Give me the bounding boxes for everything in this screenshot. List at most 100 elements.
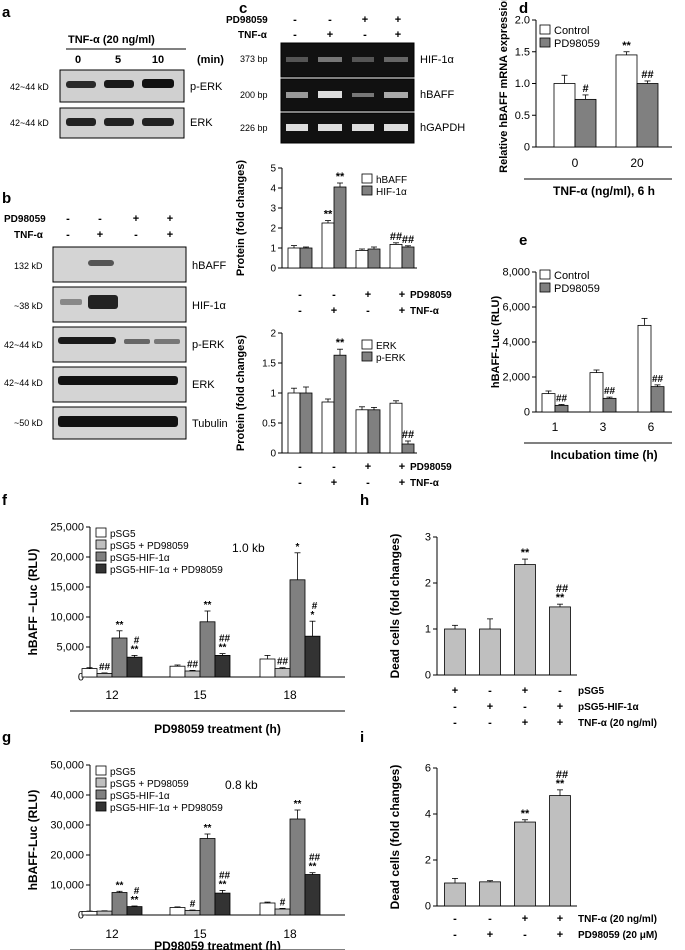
blot-b-mw: 132 kD — [14, 261, 43, 271]
panel-b-sign: + — [133, 213, 139, 225]
x-tick-label: 18 — [283, 927, 297, 941]
y-tick-label: 0 — [78, 910, 84, 922]
condition-sign: - — [366, 305, 370, 317]
blot-a-erk-name: ERK — [190, 117, 213, 129]
chart-c2-conditions: - - + + PD98059 - + - + TNF-α — [298, 461, 452, 489]
bar — [514, 564, 536, 676]
bar — [355, 249, 369, 269]
significance-label: ## — [219, 634, 231, 645]
legend-label: pSG5 — [110, 529, 136, 540]
blot-b-name: ERK — [192, 379, 215, 391]
legend-swatch — [95, 551, 107, 562]
significance-label: * — [296, 542, 300, 553]
y-tick-label: 0 — [425, 670, 431, 682]
significance-label: ** — [336, 171, 345, 183]
bar — [367, 409, 381, 454]
condition-sign: + — [522, 717, 528, 729]
y-axis-label: hBAFF −Luc (RLU) — [26, 549, 40, 656]
condition-sign: + — [399, 289, 405, 301]
significance-label: ## — [402, 234, 414, 246]
bar — [321, 222, 335, 269]
bar — [169, 907, 186, 916]
y-tick-label: 0.5 — [262, 419, 276, 430]
chart-c1-conditions: - - + + PD98059 - + - + TNF-α — [298, 289, 452, 317]
gel-name: hBAFF — [420, 89, 455, 101]
legend-label: hBAFF — [376, 175, 407, 186]
gel-size: 200 bp — [240, 90, 268, 100]
x-axis-label: Incubation time (h) — [550, 448, 657, 462]
panel-c-sign: - — [293, 29, 297, 41]
bar — [287, 247, 301, 269]
significance-label: # — [312, 601, 318, 612]
y-axis-label: hBAFF-Luc (RLU) — [26, 790, 40, 891]
panel-d-letter: d — [519, 0, 528, 17]
significance-label: ** — [622, 40, 631, 52]
y-tick-label: 15,000 — [50, 582, 84, 594]
legend-label: pSG5-HIF-1α + PD98059 — [110, 565, 223, 576]
bar — [589, 372, 604, 413]
condition-sign: - — [523, 701, 527, 713]
x-tick-label: 15 — [193, 688, 207, 702]
x-axis-label: PD98059 treatment (h) — [154, 939, 281, 950]
x-tick-label: 12 — [105, 688, 119, 702]
x-tick-label: 12 — [105, 927, 119, 941]
legend-swatch — [361, 173, 373, 184]
condition-sign: + — [399, 461, 405, 473]
bar — [541, 393, 556, 413]
condition-sign: - — [453, 701, 457, 713]
y-tick-label: 40,000 — [50, 790, 84, 802]
y-tick-label: 3 — [425, 532, 431, 544]
significance-label: # — [134, 886, 140, 897]
bar — [479, 628, 501, 676]
condition-sign: + — [522, 685, 528, 697]
significance-label: ** — [219, 643, 227, 654]
significance-label: # — [190, 899, 196, 910]
bar — [444, 628, 466, 676]
chart-d: 0 0.5 1.0 1.5 2.0 Relative hBAFF mRNA express… — [498, 0, 672, 198]
y-axis-label: Protein (fold changes) — [235, 160, 247, 276]
significance-label: ## — [556, 769, 568, 781]
x-axis-label: PD98059 treatment (h) — [154, 722, 281, 736]
legend-swatch — [539, 282, 551, 293]
y-tick-label: 3 — [270, 204, 276, 215]
significance-label: ** — [324, 209, 333, 221]
bar — [259, 902, 276, 916]
significance-label: ** — [204, 823, 212, 834]
y-tick-label: 6 — [425, 763, 431, 775]
condition-label: TNF-α — [410, 478, 440, 489]
gel-name: hGAPDH — [420, 122, 465, 134]
panel-c-sign: - — [363, 29, 367, 41]
condition-sign: - — [453, 913, 457, 925]
significance-label: ## — [390, 231, 402, 243]
bar — [549, 795, 571, 907]
y-tick-label: 25,000 — [50, 522, 84, 534]
condition-label: PD98059 — [410, 462, 452, 473]
y-tick-label: 1.5 — [515, 46, 530, 58]
condition-sign: + — [331, 305, 337, 317]
y-tick-label: 1 — [425, 624, 431, 636]
legend-swatch — [539, 24, 551, 35]
panel-g-letter: g — [2, 729, 11, 746]
panel-e-letter: e — [519, 232, 527, 249]
y-tick-label: 2,000 — [502, 372, 530, 384]
y-tick-label: 0 — [425, 901, 431, 913]
panel-c-sign: + — [395, 29, 401, 41]
legend-label: PD98059 — [554, 283, 600, 295]
significance-label: ** — [556, 778, 565, 790]
condition-sign: - — [298, 305, 302, 317]
panel-f-letter: f — [2, 492, 8, 509]
significance-label: ## — [556, 393, 568, 404]
y-tick-label: 1 — [270, 389, 276, 400]
significance-label: ** — [556, 592, 565, 604]
significance-label: ## — [402, 429, 414, 441]
condition-sign: - — [298, 477, 302, 489]
y-tick-label: 5,000 — [56, 642, 84, 654]
blot-b-mw: 42~44 kD — [4, 378, 43, 388]
condition-sign: + — [487, 701, 493, 713]
chart-e: 0 2,000 4,000 6,000 8,000 hBAFF-Luc (RLU) ## 1 #… — [490, 267, 672, 462]
bar — [401, 443, 415, 454]
x-tick-label: 15 — [193, 927, 207, 941]
condition-sign: + — [452, 685, 458, 697]
y-tick-label: 2 — [425, 578, 431, 590]
